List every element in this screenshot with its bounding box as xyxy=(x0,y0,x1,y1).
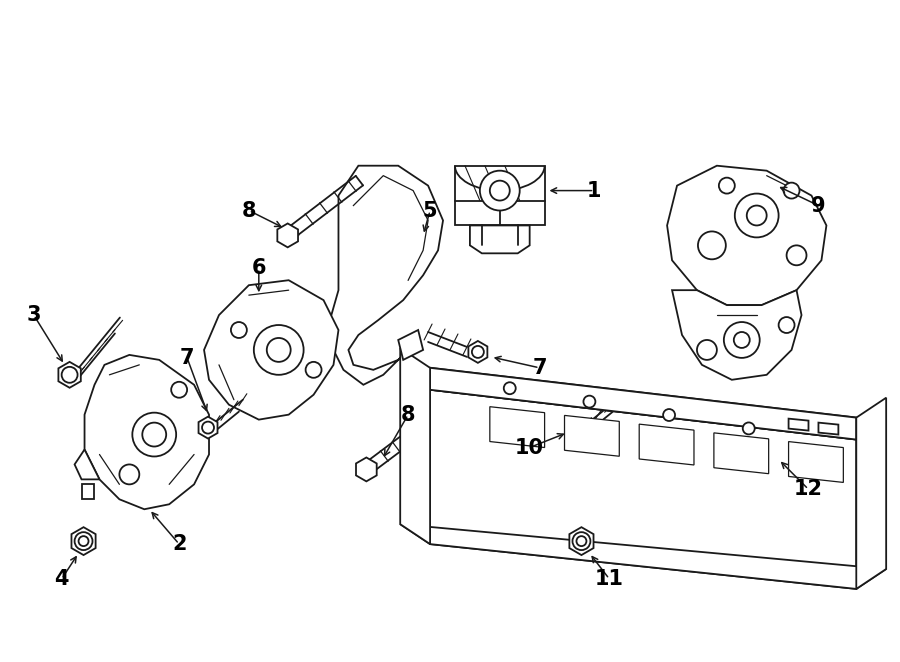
Text: 11: 11 xyxy=(595,569,624,589)
Circle shape xyxy=(266,338,291,362)
Polygon shape xyxy=(75,449,100,479)
Text: 6: 6 xyxy=(252,258,266,278)
Polygon shape xyxy=(82,485,94,499)
Text: 2: 2 xyxy=(172,534,186,554)
Circle shape xyxy=(719,177,734,193)
Circle shape xyxy=(78,536,88,546)
Text: 7: 7 xyxy=(533,358,547,378)
Circle shape xyxy=(697,340,717,360)
Polygon shape xyxy=(400,524,886,589)
Polygon shape xyxy=(714,433,769,474)
Text: 8: 8 xyxy=(241,201,256,220)
Circle shape xyxy=(577,536,587,546)
Circle shape xyxy=(784,183,799,199)
Polygon shape xyxy=(788,418,808,430)
Polygon shape xyxy=(818,422,839,434)
Circle shape xyxy=(61,367,77,383)
Circle shape xyxy=(472,346,484,358)
Polygon shape xyxy=(398,330,423,360)
Circle shape xyxy=(724,322,760,358)
Circle shape xyxy=(120,465,140,485)
Polygon shape xyxy=(672,290,802,380)
Text: 5: 5 xyxy=(423,201,437,220)
Circle shape xyxy=(132,412,176,457)
Polygon shape xyxy=(430,368,856,440)
Polygon shape xyxy=(470,226,530,254)
Polygon shape xyxy=(400,348,430,544)
Polygon shape xyxy=(430,390,856,589)
Polygon shape xyxy=(356,457,377,481)
Polygon shape xyxy=(639,424,694,465)
Circle shape xyxy=(572,532,590,550)
Polygon shape xyxy=(328,166,443,385)
Text: 3: 3 xyxy=(26,305,41,325)
Circle shape xyxy=(734,332,750,348)
Text: 4: 4 xyxy=(54,569,69,589)
Polygon shape xyxy=(788,442,843,483)
Text: 12: 12 xyxy=(794,479,823,499)
Circle shape xyxy=(202,422,214,434)
Polygon shape xyxy=(455,166,544,226)
Circle shape xyxy=(142,422,166,446)
Polygon shape xyxy=(571,420,588,440)
Circle shape xyxy=(504,382,516,394)
Circle shape xyxy=(734,193,778,238)
Polygon shape xyxy=(199,416,218,438)
Circle shape xyxy=(742,422,755,434)
Text: 10: 10 xyxy=(515,438,544,457)
Text: 9: 9 xyxy=(811,195,826,216)
Circle shape xyxy=(787,246,806,265)
Circle shape xyxy=(663,409,675,421)
Polygon shape xyxy=(277,224,298,248)
Polygon shape xyxy=(468,341,488,363)
Text: 7: 7 xyxy=(180,348,194,368)
Text: 1: 1 xyxy=(587,181,601,201)
Polygon shape xyxy=(204,280,338,420)
Text: 8: 8 xyxy=(400,404,416,424)
Polygon shape xyxy=(71,527,95,555)
Circle shape xyxy=(747,205,767,226)
Circle shape xyxy=(778,317,795,333)
Circle shape xyxy=(254,325,303,375)
Polygon shape xyxy=(85,355,209,509)
Polygon shape xyxy=(564,416,619,456)
Circle shape xyxy=(171,382,187,398)
Circle shape xyxy=(480,171,519,211)
Polygon shape xyxy=(570,527,593,555)
Polygon shape xyxy=(58,362,81,388)
Polygon shape xyxy=(856,398,886,589)
Polygon shape xyxy=(490,406,544,448)
Circle shape xyxy=(583,396,596,408)
Polygon shape xyxy=(667,166,826,305)
Circle shape xyxy=(306,362,321,378)
Circle shape xyxy=(490,181,509,201)
Circle shape xyxy=(698,232,725,260)
Circle shape xyxy=(231,322,247,338)
Circle shape xyxy=(75,532,93,550)
